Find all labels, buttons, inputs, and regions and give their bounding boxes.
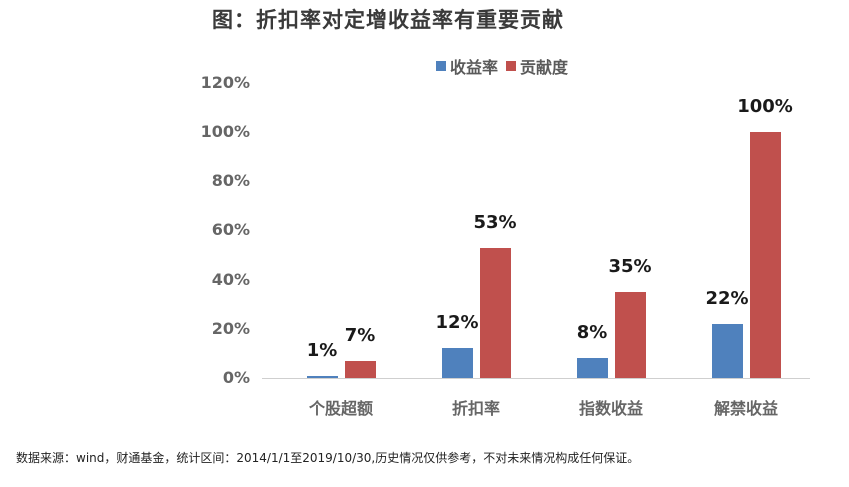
legend-item-return: 收益率 bbox=[436, 54, 498, 78]
y-axis: 120% 100% 80% 60% 40% 20% 0% bbox=[170, 0, 250, 487]
data-label: 7% bbox=[344, 324, 376, 346]
y-tick: 0% bbox=[222, 368, 250, 387]
y-tick: 20% bbox=[211, 319, 250, 338]
legend-label: 收益率 bbox=[450, 58, 499, 77]
bar-return bbox=[442, 348, 473, 378]
category-label: 解禁收益 bbox=[713, 399, 778, 418]
data-label: 100% bbox=[737, 96, 793, 117]
category-label: 折扣率 bbox=[451, 399, 500, 418]
bar-contribution bbox=[480, 247, 511, 378]
bar-return bbox=[307, 375, 338, 378]
y-tick: 60% bbox=[211, 220, 250, 239]
data-label: 8% bbox=[576, 322, 608, 344]
data-label: 1% bbox=[306, 339, 338, 361]
data-label: 12% bbox=[435, 312, 479, 334]
x-axis-line bbox=[262, 378, 810, 379]
chart-legend: 收益率 贡献度 bbox=[436, 54, 576, 78]
bar-return bbox=[712, 323, 743, 378]
data-label: 22% bbox=[705, 287, 749, 309]
source-footnote: 数据来源：wind，财通基金，统计区间：2014/1/1至2019/10/30,… bbox=[16, 451, 640, 465]
legend-label: 贡献度 bbox=[520, 58, 569, 77]
category-label: 指数收益 bbox=[578, 399, 643, 418]
chart-title: 图：折扣率对定增收益率有重要贡献 bbox=[212, 8, 564, 32]
bar-contribution bbox=[750, 132, 781, 378]
legend-swatch-blue-icon bbox=[436, 61, 446, 71]
y-tick: 40% bbox=[211, 270, 250, 289]
y-tick: 80% bbox=[211, 171, 250, 190]
category-label: 个股超额 bbox=[308, 399, 373, 418]
y-tick: 100% bbox=[200, 122, 250, 141]
bar-contribution bbox=[615, 291, 646, 378]
legend-item-contribution: 贡献度 bbox=[506, 54, 568, 78]
data-label: 35% bbox=[608, 255, 652, 277]
bar-return bbox=[577, 358, 608, 378]
legend-swatch-red-icon bbox=[506, 61, 517, 71]
bar-contribution bbox=[345, 360, 376, 378]
data-label: 53% bbox=[473, 211, 517, 233]
y-tick: 120% bbox=[200, 73, 250, 92]
